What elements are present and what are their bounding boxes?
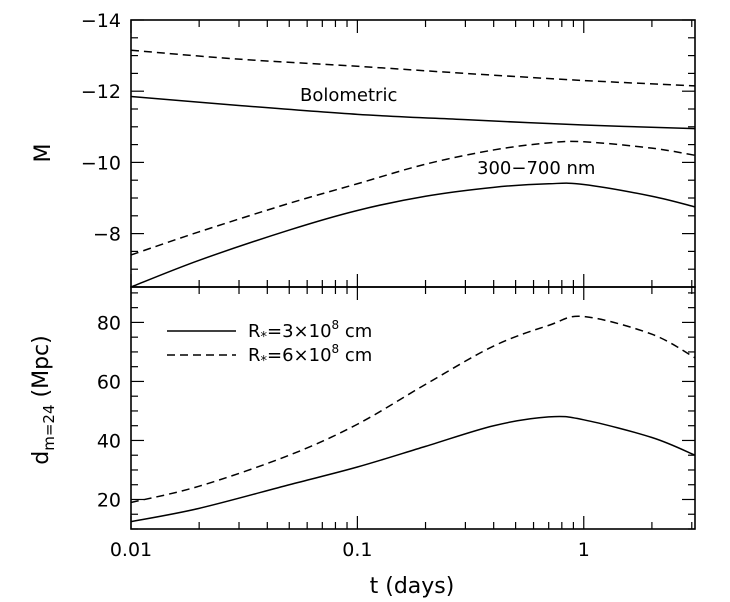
annotation-bolometric: Bolometric xyxy=(300,85,397,106)
top-y-tick-label: −8 xyxy=(93,224,121,246)
x-tick-label: 0.01 xyxy=(110,539,152,561)
bottom-y-tick-label: 80 xyxy=(97,312,121,334)
bottom-y-tick-label: 40 xyxy=(97,430,121,452)
bottom-y-axis-title: dm=24 (Mpc) xyxy=(29,335,58,464)
top-series-solid-0 xyxy=(130,95,696,130)
top-panel-frame xyxy=(130,19,696,288)
x-tick-label: 1 xyxy=(578,539,590,561)
top-series-dashed-1 xyxy=(130,49,696,87)
ylabel-main: d xyxy=(29,451,54,465)
bottom-series-solid-0 xyxy=(130,415,696,523)
data-lines xyxy=(130,49,696,523)
bottom-y-tick-label: 60 xyxy=(97,371,121,393)
annotation-band: 300−700 nm xyxy=(477,158,595,179)
top-y-tick-label: −12 xyxy=(81,81,121,103)
legend-label-solid: R*=3×108 cm xyxy=(248,318,372,345)
x-axis-title: t (days) xyxy=(370,574,455,599)
bottom-y-tick-label: 20 xyxy=(97,489,121,511)
x-tick-label: 0.1 xyxy=(342,539,372,561)
top-y-axis-title: M xyxy=(31,144,56,163)
top-series-dashed-3 xyxy=(130,140,696,256)
top-y-tick-label: −10 xyxy=(81,152,121,174)
ylabel-unit: (Mpc) xyxy=(29,335,54,404)
legend-label-dashed: R*=6×108 cm xyxy=(248,342,372,369)
axis-ticks xyxy=(130,19,695,530)
bottom-series-dashed-1 xyxy=(130,315,696,504)
bottom-panel-frame xyxy=(130,286,696,530)
top-y-tick-label: −14 xyxy=(81,10,121,32)
tick-labels: −8 −10 −12 −14 20 40 60 80 0.01 0.1 1 xyxy=(81,10,590,561)
legend: R*=3×108 cm R*=6×108 cm xyxy=(167,318,372,369)
top-series-solid-2 xyxy=(130,182,696,288)
ylabel-sub: m=24 xyxy=(40,404,58,450)
